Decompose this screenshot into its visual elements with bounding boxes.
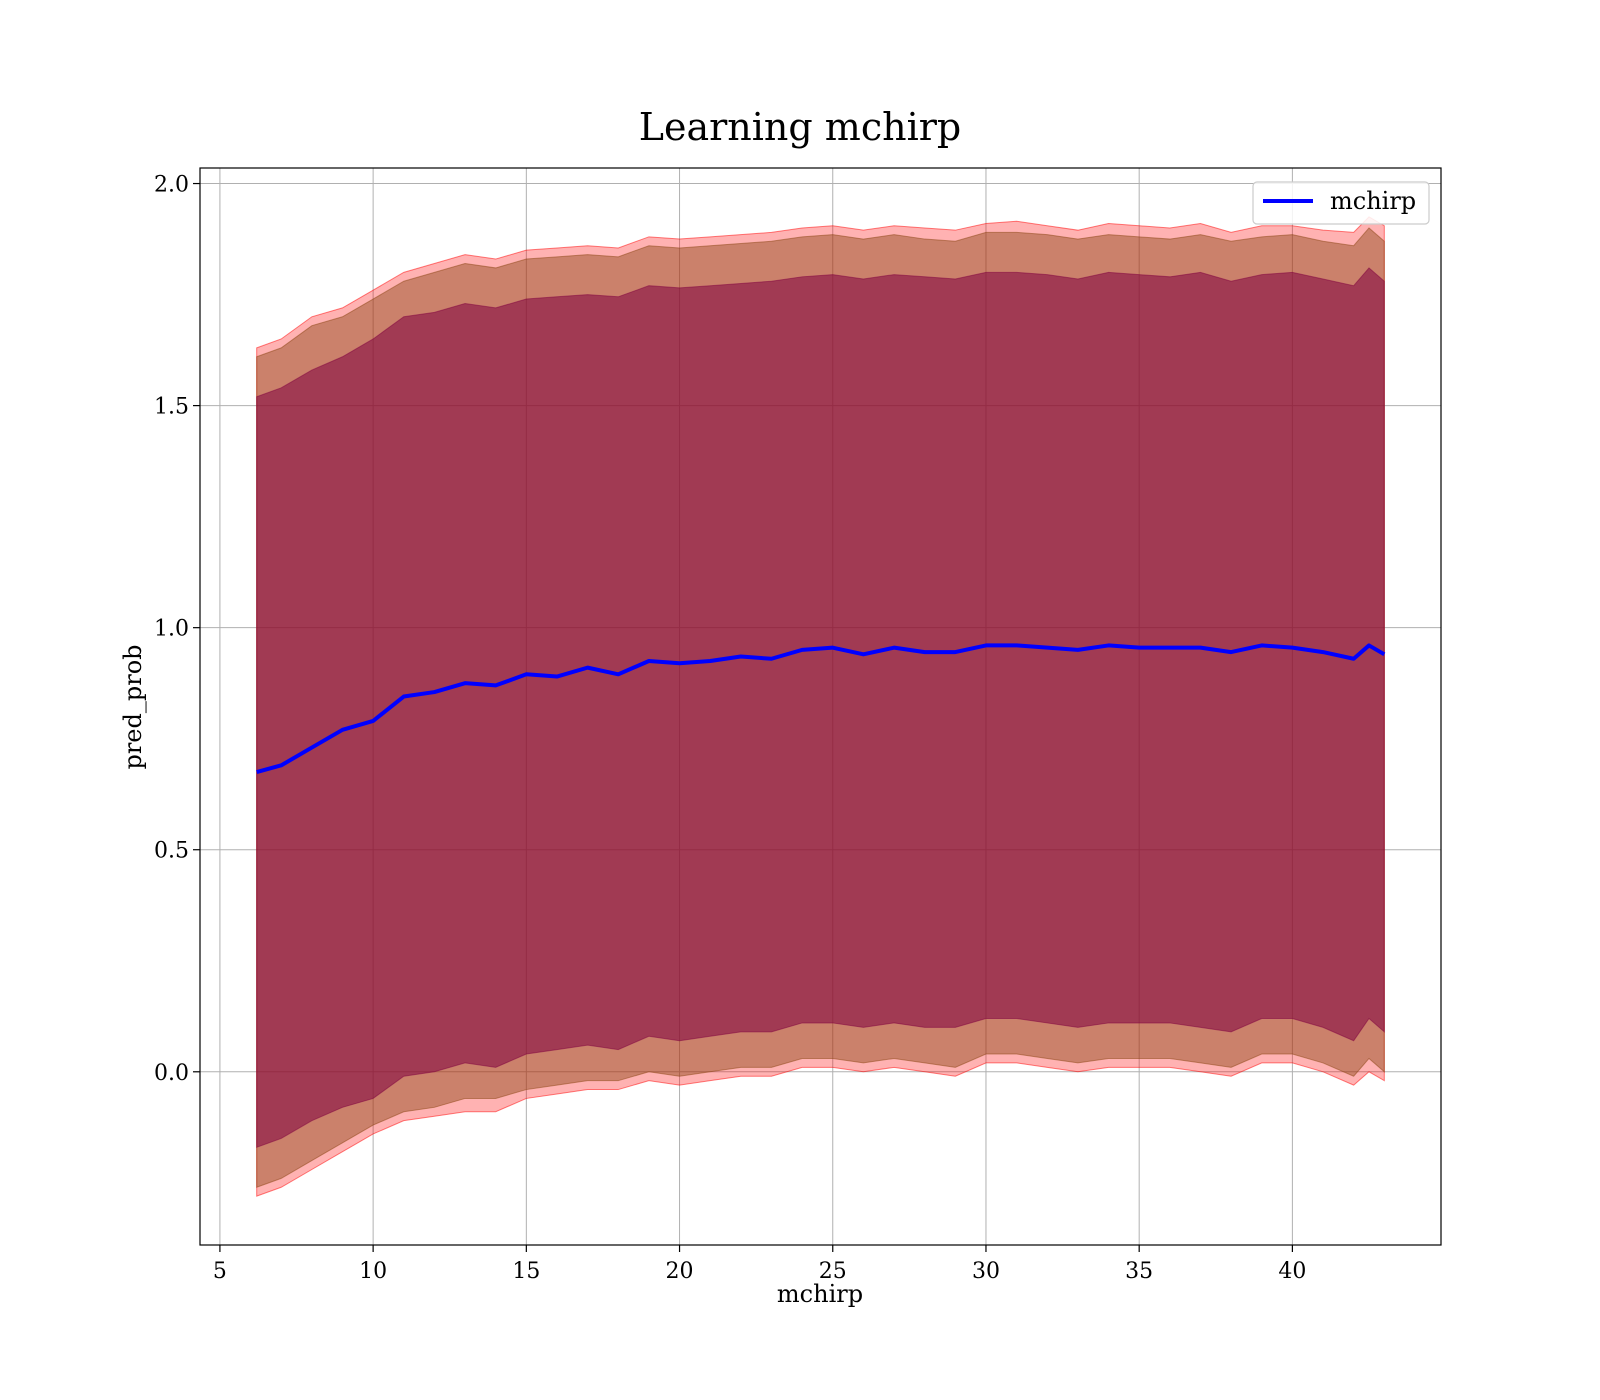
legend-label: mchirp: [1330, 187, 1416, 215]
axes-frame: [199, 167, 1442, 1246]
x-tick-label: 20: [666, 1259, 694, 1284]
x-axis-ticks: 5 10 15 20 25 30 35 40: [213, 1245, 1306, 1284]
x-tick-label: 15: [512, 1259, 540, 1284]
inner-confidence-band: [256, 267, 1385, 1149]
x-tick-label: 35: [1125, 1259, 1153, 1284]
x-axis-label: mchirp: [777, 1280, 863, 1308]
y-axis-label: pred_prob: [119, 644, 147, 769]
x-tick-label: 30: [972, 1259, 1000, 1284]
y-tick-label: 2.0: [154, 173, 189, 198]
x-tick-label: 5: [213, 1259, 227, 1284]
plot-area: [199, 167, 1442, 1246]
series-line-mchirp: [256, 643, 1386, 774]
legend[interactable]: mchirp: [1252, 181, 1430, 225]
y-tick-label: 0.0: [154, 1061, 189, 1086]
series-layer: [256, 643, 1386, 774]
legend-box: [1252, 181, 1430, 225]
y-tick-label: 0.5: [154, 839, 189, 864]
confidence-bands: [256, 216, 1385, 1197]
y-tick-label: 1.0: [154, 617, 189, 642]
chart-title: Learning mchirp: [639, 105, 961, 149]
x-tick-label: 25: [819, 1259, 847, 1284]
y-axis-ticks: 0.0 0.5 1.0 1.5 2.0: [154, 173, 200, 1086]
y-tick-label: 1.5: [154, 395, 189, 420]
x-tick-label: 10: [359, 1259, 387, 1284]
x-tick-label: 40: [1278, 1259, 1306, 1284]
